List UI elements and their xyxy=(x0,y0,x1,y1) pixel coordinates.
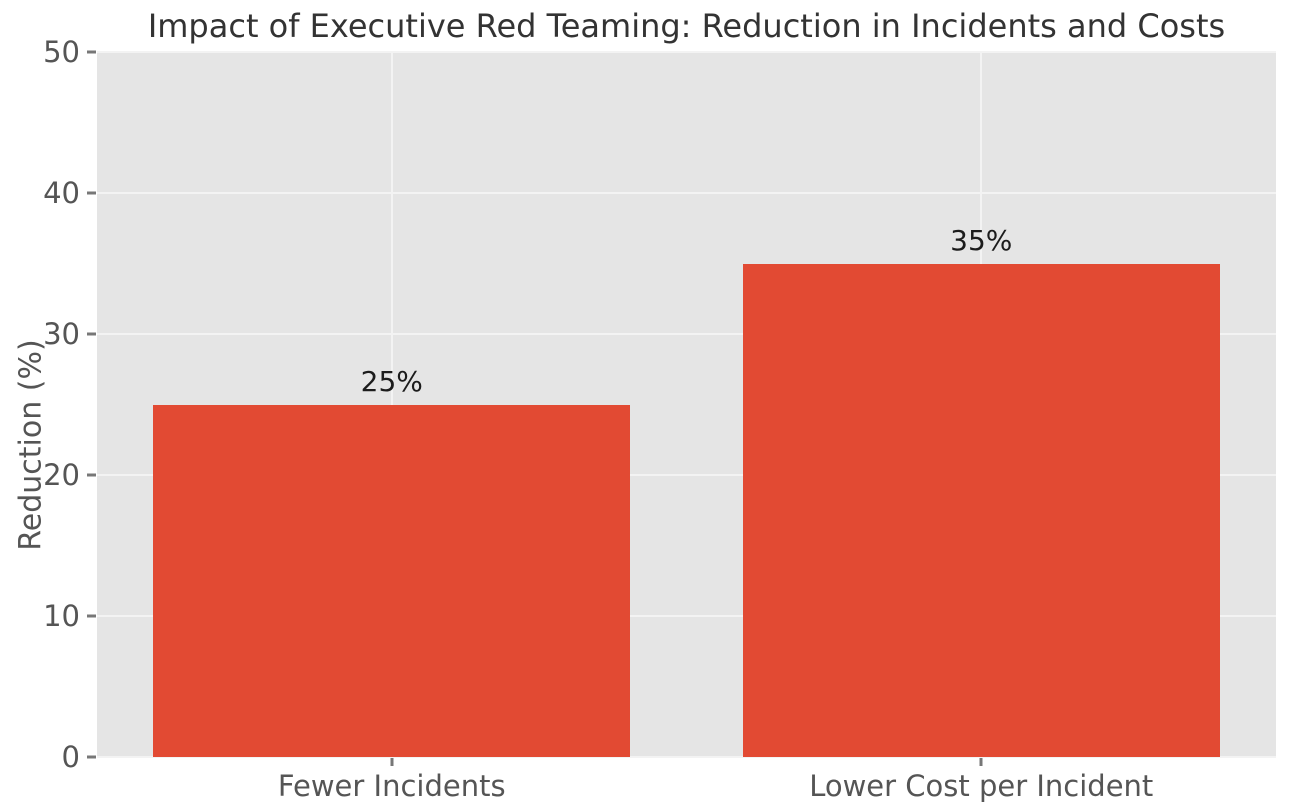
x-tick-mark xyxy=(390,758,394,766)
y-tick-mark xyxy=(87,614,96,618)
y-tick-label: 10 xyxy=(43,599,80,633)
gridline-horizontal xyxy=(97,474,1276,476)
bar-fewer-incidents xyxy=(153,404,631,757)
y-axis-label: Reduction (%) xyxy=(13,339,49,551)
chart-title: Impact of Executive Red Teaming: Reducti… xyxy=(147,7,1226,45)
y-tick-label: 0 xyxy=(61,740,80,774)
bar-value-label: 35% xyxy=(950,223,1013,257)
x-tick-label: Fewer Incidents xyxy=(277,769,506,803)
x-tick-mark xyxy=(979,758,983,766)
y-tick-label: 30 xyxy=(43,317,80,351)
bar-lower-cost-per-incident xyxy=(742,263,1220,757)
gridline-horizontal xyxy=(97,756,1276,758)
y-tick-label: 40 xyxy=(43,176,80,210)
y-tick-label: 50 xyxy=(43,35,80,69)
gridline-horizontal xyxy=(97,51,1276,53)
y-tick-mark xyxy=(87,50,96,54)
y-tick-mark xyxy=(87,191,96,195)
gridline-horizontal xyxy=(97,192,1276,194)
y-tick-mark xyxy=(87,473,96,477)
y-tick-label: 20 xyxy=(43,458,80,492)
y-tick-mark xyxy=(87,755,96,759)
x-tick-label: Lower Cost per Incident xyxy=(809,769,1154,803)
gridline-horizontal xyxy=(97,615,1276,617)
y-tick-mark xyxy=(87,332,96,336)
gridline-horizontal xyxy=(97,333,1276,335)
bar-value-label: 25% xyxy=(360,364,423,398)
plot-area: 25% 35% xyxy=(97,51,1276,758)
